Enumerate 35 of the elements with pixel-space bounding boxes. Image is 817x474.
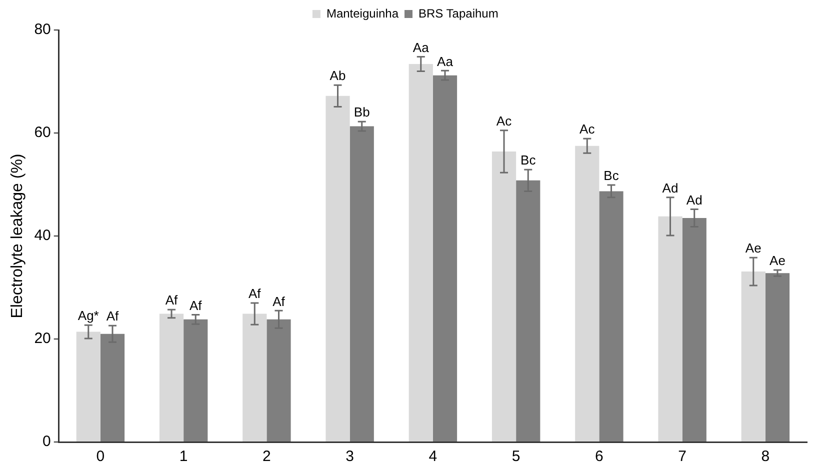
data-label: Af [165,292,178,308]
data-label: Ae [745,240,762,256]
x-tick-label: 2 [262,448,271,466]
y-tick-label: 80 [34,21,51,38]
x-tick-label: 7 [678,448,686,466]
x-tick-label: 8 [761,448,770,466]
data-label: Ac [496,114,512,129]
data-label: Ae [770,253,786,268]
data-label: Ag* [78,308,99,324]
data-label: Af [189,298,202,313]
data-label: Aa [412,40,430,55]
data-label: Af [248,286,262,302]
data-label: Af [272,294,286,309]
data-label: Ad [686,192,702,208]
x-tick-label: 3 [346,448,354,466]
y-tick-label: 20 [34,330,51,348]
data-label: Bc [520,152,536,168]
x-tick-label: 5 [512,448,520,466]
data-label: Ac [580,122,596,137]
x-tick-label: 6 [595,448,604,466]
x-tick-label: 4 [428,448,438,466]
legend-label: Manteiguinha [326,6,399,20]
data-label: Ad [662,180,678,196]
data-label: Bb [354,104,370,120]
data-label: Aa [437,54,454,69]
legend-label: BRS Tapaihum [418,6,498,20]
data-label: Ab [330,68,346,84]
data-label: Bc [604,168,620,184]
y-tick-label: 60 [34,124,51,142]
x-tick-label: 1 [179,448,188,466]
y-tick-label: 0 [42,433,51,450]
y-axis-title: Electrolyte leakage (%) [9,154,26,318]
y-tick-label: 40 [34,227,51,244]
data-label: Af [106,308,120,324]
x-tick-label: 0 [96,448,105,466]
